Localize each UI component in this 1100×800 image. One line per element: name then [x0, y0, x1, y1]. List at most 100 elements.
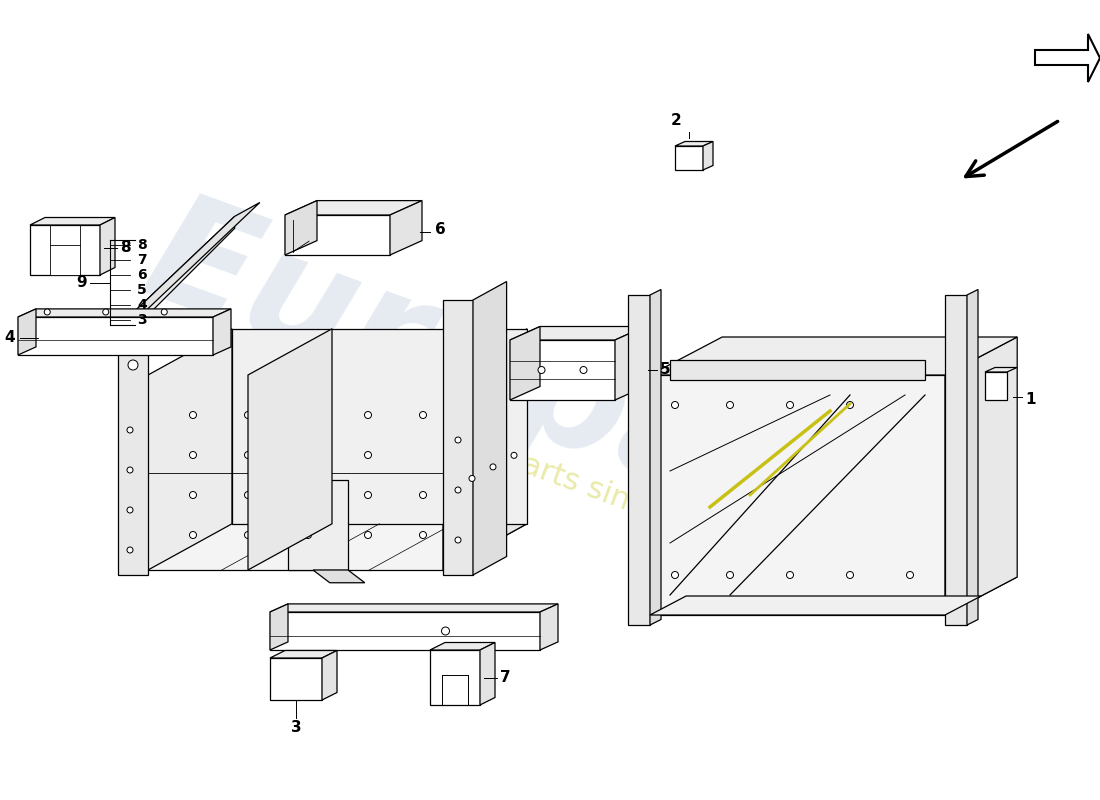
- Circle shape: [364, 531, 372, 538]
- Polygon shape: [703, 142, 713, 170]
- Polygon shape: [50, 245, 80, 275]
- Polygon shape: [148, 524, 527, 570]
- Circle shape: [162, 309, 167, 315]
- Polygon shape: [314, 570, 365, 582]
- Polygon shape: [670, 360, 925, 380]
- Polygon shape: [18, 309, 36, 355]
- Polygon shape: [473, 282, 507, 575]
- Circle shape: [244, 531, 252, 538]
- Polygon shape: [285, 201, 317, 255]
- Polygon shape: [945, 337, 1018, 615]
- Polygon shape: [270, 612, 540, 650]
- Text: 3: 3: [138, 313, 146, 327]
- Text: 5: 5: [660, 362, 671, 378]
- Text: 1: 1: [1025, 393, 1035, 407]
- Circle shape: [244, 411, 252, 418]
- Polygon shape: [118, 202, 260, 327]
- Circle shape: [189, 531, 197, 538]
- Polygon shape: [510, 326, 540, 400]
- Circle shape: [538, 366, 544, 374]
- Polygon shape: [480, 642, 495, 705]
- Polygon shape: [650, 596, 981, 615]
- Polygon shape: [628, 295, 650, 625]
- Polygon shape: [270, 604, 558, 612]
- Polygon shape: [1035, 34, 1100, 82]
- Circle shape: [189, 411, 197, 418]
- Circle shape: [726, 402, 734, 409]
- Polygon shape: [270, 604, 288, 650]
- Polygon shape: [248, 329, 332, 570]
- Polygon shape: [118, 345, 148, 575]
- Circle shape: [512, 452, 517, 458]
- Polygon shape: [540, 604, 558, 650]
- Text: 2: 2: [671, 113, 681, 128]
- Circle shape: [189, 451, 197, 458]
- Circle shape: [244, 451, 252, 458]
- Text: 4: 4: [138, 298, 146, 312]
- Polygon shape: [288, 480, 348, 570]
- Polygon shape: [984, 372, 1006, 400]
- Polygon shape: [118, 216, 234, 345]
- Text: 6: 6: [138, 268, 146, 282]
- Circle shape: [102, 309, 109, 315]
- Circle shape: [126, 547, 133, 553]
- Circle shape: [786, 571, 793, 578]
- Text: a passion for parts since...: a passion for parts since...: [306, 373, 694, 538]
- Polygon shape: [984, 367, 1018, 372]
- Text: 5: 5: [138, 283, 146, 297]
- Circle shape: [305, 411, 311, 418]
- Circle shape: [128, 360, 138, 370]
- Polygon shape: [675, 146, 703, 170]
- Polygon shape: [100, 218, 116, 275]
- Circle shape: [847, 571, 854, 578]
- Circle shape: [469, 475, 475, 482]
- Polygon shape: [945, 295, 967, 625]
- Polygon shape: [285, 215, 390, 255]
- Circle shape: [847, 402, 854, 409]
- Polygon shape: [650, 290, 661, 625]
- Polygon shape: [285, 201, 422, 215]
- Polygon shape: [118, 326, 182, 345]
- Polygon shape: [270, 650, 337, 658]
- Circle shape: [189, 491, 197, 498]
- Circle shape: [580, 366, 587, 374]
- Circle shape: [364, 491, 372, 498]
- Circle shape: [44, 309, 51, 315]
- Polygon shape: [967, 290, 978, 625]
- Polygon shape: [650, 337, 1018, 375]
- Text: Europas: Europas: [128, 181, 833, 559]
- Text: 4: 4: [4, 330, 15, 346]
- Polygon shape: [30, 218, 116, 225]
- Polygon shape: [650, 577, 1018, 615]
- Polygon shape: [322, 650, 337, 700]
- Circle shape: [126, 427, 133, 433]
- Text: 8: 8: [120, 241, 131, 255]
- Circle shape: [786, 402, 793, 409]
- Polygon shape: [213, 309, 231, 355]
- Circle shape: [305, 531, 311, 538]
- Circle shape: [726, 571, 734, 578]
- Polygon shape: [148, 329, 232, 570]
- Circle shape: [455, 537, 461, 543]
- Circle shape: [455, 487, 461, 493]
- Circle shape: [364, 451, 372, 458]
- Circle shape: [364, 411, 372, 418]
- Circle shape: [419, 491, 427, 498]
- Text: 9: 9: [76, 275, 87, 290]
- Polygon shape: [18, 317, 213, 355]
- Polygon shape: [148, 375, 443, 570]
- Polygon shape: [650, 375, 945, 615]
- Polygon shape: [510, 326, 645, 340]
- Text: 7: 7: [138, 253, 146, 267]
- Text: 8: 8: [138, 238, 146, 252]
- Circle shape: [671, 571, 679, 578]
- Polygon shape: [675, 142, 713, 146]
- Polygon shape: [615, 326, 645, 400]
- Circle shape: [441, 627, 450, 635]
- Text: 7: 7: [500, 670, 510, 686]
- Circle shape: [126, 507, 133, 513]
- Text: 6: 6: [434, 222, 446, 238]
- Circle shape: [906, 571, 913, 578]
- Polygon shape: [18, 309, 231, 317]
- Polygon shape: [30, 225, 100, 275]
